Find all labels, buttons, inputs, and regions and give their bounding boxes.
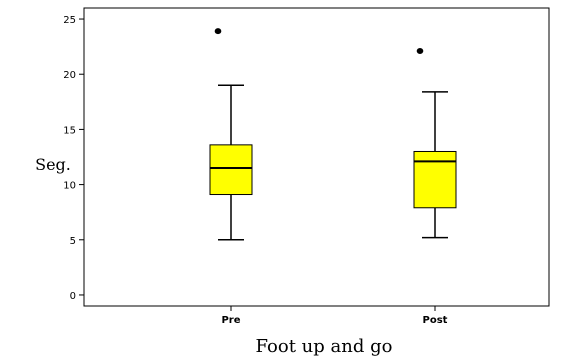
y-tick-label: 15: [63, 125, 76, 136]
x-tick-label: Post: [423, 315, 448, 326]
y-tick-label: 0: [70, 291, 76, 302]
outlier-point: [214, 28, 222, 35]
x-tick-label: Pre: [221, 315, 240, 326]
outlier-point: [416, 48, 424, 55]
y-tick-label: 25: [63, 15, 76, 26]
y-axis-label: Seg.: [35, 155, 71, 174]
x-axis-label: Foot up and go: [256, 336, 393, 357]
y-tick-label: 10: [63, 181, 76, 192]
plot-frame: [83, 7, 550, 307]
plot-layer: 0 5 10 15 20 25 Pre Post: [63, 7, 550, 326]
box-pre: [209, 144, 253, 196]
y-tick-label: 20: [63, 70, 76, 81]
y-tick-label: 5: [70, 236, 76, 247]
box-post: [413, 150, 457, 209]
